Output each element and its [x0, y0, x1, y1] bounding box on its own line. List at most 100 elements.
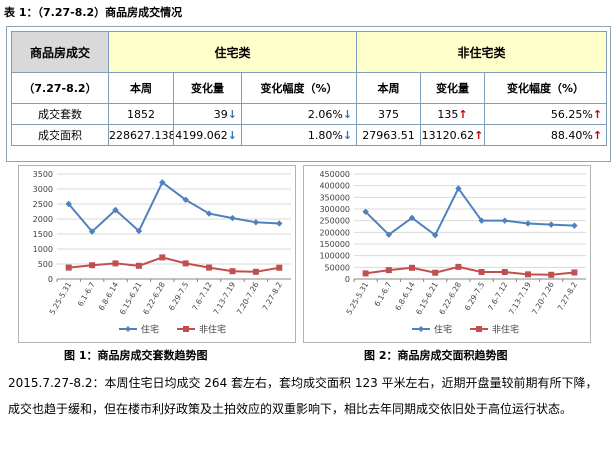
- legend-label: 非住宅: [492, 324, 519, 336]
- y-tick-label: 3000: [33, 185, 53, 194]
- arrow-down-icon: ↓: [342, 128, 353, 142]
- data-point: [182, 260, 189, 267]
- y-tick-label: 350000: [319, 193, 350, 202]
- non-week-header: 本周: [356, 72, 422, 104]
- y-tick-label: 1000: [33, 245, 53, 254]
- arrow-down-icon: ↓: [342, 107, 353, 121]
- data-point: [276, 264, 283, 271]
- x-tick-label: 6.8-6.14: [97, 280, 121, 312]
- y-tick-label: 100000: [319, 252, 350, 261]
- x-tick-label: 7.13-7.19: [507, 280, 533, 316]
- data-point: [88, 228, 96, 235]
- row-label: 成交套数: [11, 103, 109, 125]
- data-point: [182, 196, 189, 203]
- non-change-header: 变化量: [420, 72, 486, 104]
- data-point: [229, 268, 236, 275]
- arrow-down-icon: ↓: [227, 107, 237, 121]
- arrow-up-icon: ↑: [474, 128, 484, 142]
- data-point: [385, 267, 392, 274]
- chart-2-frame: 0 50000 100000 150000 200000 250000 300000 3500…: [303, 165, 591, 343]
- table-row: 成交套数 1852 39↓ 2.06%↓ 375 135↑ 56.25%↑: [11, 103, 608, 125]
- data-point: [432, 269, 439, 276]
- non-change-cell: 13120.62↑: [420, 124, 486, 146]
- non-pct-value: 88.40%: [550, 128, 593, 142]
- x-tick-label: 7.13-7.19: [211, 280, 237, 316]
- x-tick-label: 6.29-7.5: [463, 280, 487, 312]
- arrow-down-icon: ↓: [227, 128, 237, 142]
- x-tick-label: 7.27-8.2: [556, 280, 580, 312]
- y-tick-label: 2500: [33, 200, 53, 209]
- data-point: [501, 269, 508, 275]
- data-point: [409, 264, 415, 271]
- data-point: [432, 231, 439, 239]
- res-week-cell: 1852: [108, 103, 174, 125]
- non-change-value: 135: [437, 107, 459, 121]
- table-title: 表 1：（7.27-8.2）商品房成交情况: [4, 6, 183, 19]
- legend-marker: [418, 326, 424, 332]
- x-tick-label: 6.29-7.5: [167, 280, 191, 312]
- nonresidential-group-header: 非住宅类: [356, 31, 608, 73]
- y-tick-label: 150000: [319, 240, 350, 249]
- data-point: [548, 271, 555, 278]
- summary-table-frame: 商品房成交 住宅类 非住宅类 （7.27-8.2） 本周 变化量 变化幅度（%）…: [6, 26, 611, 162]
- y-tick-label: 0: [48, 275, 53, 284]
- data-point: [206, 264, 213, 271]
- res-change-value: 4199.062: [175, 128, 228, 142]
- data-point: [478, 269, 485, 275]
- series-line-residential: [67, 180, 280, 234]
- res-pct-header: 变化幅度（%）: [240, 72, 358, 104]
- x-tick-label: 6.1-6.7: [76, 280, 97, 308]
- y-tick-label: 200000: [319, 228, 350, 237]
- series-line-residential: [364, 186, 575, 237]
- res-pct-cell: 2.06%↓: [240, 103, 358, 125]
- data-point: [229, 214, 236, 222]
- y-tick-label: 50000: [325, 263, 350, 272]
- y-tick-label: 250000: [319, 217, 350, 226]
- data-point: [362, 208, 369, 215]
- x-tick-label: 7.6-7.12: [190, 280, 214, 312]
- non-week-cell: 375: [356, 103, 422, 125]
- data-point: [408, 214, 416, 222]
- non-change-value: 13120.62: [421, 128, 475, 142]
- y-tick-label: 300000: [319, 205, 350, 214]
- x-tick-label: 7.6-7.12: [486, 280, 510, 312]
- legend-marker: [183, 326, 189, 332]
- x-tick-label: 5.25-5.31: [48, 280, 74, 316]
- data-point: [252, 219, 260, 226]
- arrow-up-icon: ↑: [592, 128, 603, 142]
- non-change-cell: 135↑: [420, 103, 486, 125]
- residential-group-header: 住宅类: [107, 31, 358, 73]
- chart-2-plot: 0 50000 100000 150000 200000 250000 300000 3500…: [319, 170, 586, 336]
- data-point: [571, 269, 578, 276]
- data-point: [159, 179, 166, 186]
- y-tick-label: 450000: [319, 170, 350, 179]
- row-label: 成交面积: [11, 124, 109, 146]
- y-tick-label: 400000: [319, 182, 350, 191]
- legend-label: 住宅: [141, 324, 159, 336]
- summary-paragraph: 2015.7.27-8.2：本周住宅日均成交 264 套左右，套均成交面积 12…: [8, 376, 598, 416]
- x-tick-label: 6.15-6.21: [118, 280, 144, 316]
- data-point: [159, 254, 166, 261]
- data-point: [276, 220, 283, 227]
- res-change-value: 39: [213, 107, 228, 121]
- arrow-up-icon: ↑: [458, 107, 468, 121]
- y-tick-label: 1500: [33, 230, 53, 239]
- chart-1-frame: 0 500 1000 1500 2000 2500 3000 3500 5.25-5.31 6.1…: [18, 165, 296, 343]
- data-point: [252, 268, 259, 275]
- table-corner-header: 商品房成交: [11, 31, 109, 73]
- legend-label: 非住宅: [199, 324, 226, 336]
- period-header: （7.27-8.2）: [11, 72, 109, 104]
- x-tick-label: 6.15-6.21: [414, 280, 440, 316]
- res-change-cell: 39↓: [173, 103, 242, 125]
- res-pct-cell: 1.80%↓: [240, 124, 358, 146]
- x-tick-label: 7.20-7.26: [530, 280, 556, 316]
- non-pct-cell: 56.25%↑: [484, 103, 608, 125]
- non-pct-cell: 88.40%↑: [484, 124, 608, 146]
- data-point: [524, 220, 532, 227]
- data-point: [501, 217, 508, 224]
- series-line-non-residential: [365, 265, 575, 276]
- x-tick-label: 6.8-6.14: [393, 280, 417, 312]
- x-tick-label: 7.27-8.2: [261, 280, 285, 312]
- non-pct-value: 56.25%: [550, 107, 593, 121]
